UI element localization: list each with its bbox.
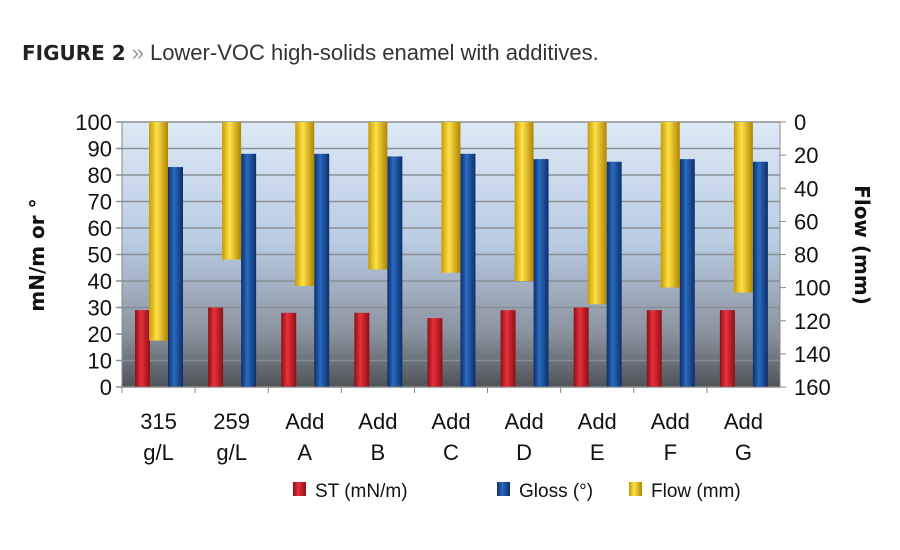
y2-tick-label: 120 [794,309,831,334]
y2-tick-label: 100 [794,276,831,301]
bar-gloss [606,161,622,387]
bar-flow [660,122,680,288]
x-tick-label: F [664,440,677,465]
y2-tick-label: 40 [794,176,818,201]
x-tick-label: A [297,440,312,465]
bar-gloss [241,153,257,387]
bar-gloss [460,153,476,387]
legend-swatch [629,482,642,496]
y-tick-label: 90 [88,137,112,162]
bar-st [281,312,297,387]
bar-st [573,307,589,387]
figure-label: FIGURE 2 [22,41,126,65]
legend-label: Flow (mm) [651,481,741,502]
bar-st [427,318,443,387]
x-tick-label: B [371,440,386,465]
x-tick-label: Add [578,409,617,434]
x-tick-label: Add [358,409,397,434]
y-tick-label: 30 [88,296,112,321]
bar-flow [514,122,534,281]
legend-swatch [293,482,306,496]
x-tick-label: Add [285,409,324,434]
x-tick-label: Add [431,409,470,434]
x-tick-label: 259 [213,409,250,434]
bar-flow [368,122,388,270]
figure-title: FIGURE 2» Lower-VOC high-solids enamel wi… [22,40,599,66]
bar-flow [149,122,168,341]
y-tick-label: 100 [75,110,112,135]
y-tick-label: 60 [88,216,112,241]
bar-st [646,310,662,387]
x-tick-label: 315 [140,409,177,434]
legend-label: ST (mN/m) [315,481,408,502]
bar-st [208,307,224,387]
legend-label: Gloss (°) [519,481,593,502]
x-tick-label: Add [651,409,690,434]
bar-gloss [679,159,695,387]
separator: » [131,40,144,65]
bar-st [135,310,150,387]
caption: Lower-VOC high-solids enamel with additi… [149,40,599,65]
bar-st [500,310,516,387]
bar-flow [733,122,753,293]
y2-tick-label: 60 [794,209,818,234]
bar-gloss [314,153,330,387]
y2-axis-label: Flow (mm) [850,185,874,305]
y2-tick-label: 20 [794,143,818,168]
x-tick-label: E [590,440,605,465]
y2-tick-label: 160 [794,375,831,400]
bar-flow [587,122,607,305]
x-tick-label: Add [505,409,544,434]
legend-swatch [497,482,510,496]
y2-tick-label: 140 [794,342,831,367]
bar-st [354,312,370,387]
y2-tick-label: 0 [794,110,806,135]
x-tick-label: g/L [143,440,174,465]
x-tick-label: G [735,440,752,465]
y-tick-label: 50 [88,243,112,268]
bar-flow [441,122,461,273]
bar-gloss [387,156,403,387]
y-tick-label: 10 [88,349,112,374]
y-tick-label: 70 [88,190,112,215]
x-tick-label: D [516,440,532,465]
x-tick-label: g/L [216,440,247,465]
bar-st [719,310,735,387]
y-tick-label: 80 [88,163,112,188]
y-tick-label: 0 [100,375,112,400]
y-tick-label: 20 [88,322,112,347]
bar-flow [295,122,315,286]
bar-gloss [533,159,549,387]
x-tick-label: Add [724,409,763,434]
y-tick-label: 40 [88,269,112,294]
y2-tick-label: 80 [794,243,818,268]
y-axis-label: mN/m or ° [25,198,49,311]
bar-gloss [752,161,768,387]
bar-flow [222,122,242,260]
x-tick-label: C [443,440,459,465]
bar-gloss [168,167,183,387]
